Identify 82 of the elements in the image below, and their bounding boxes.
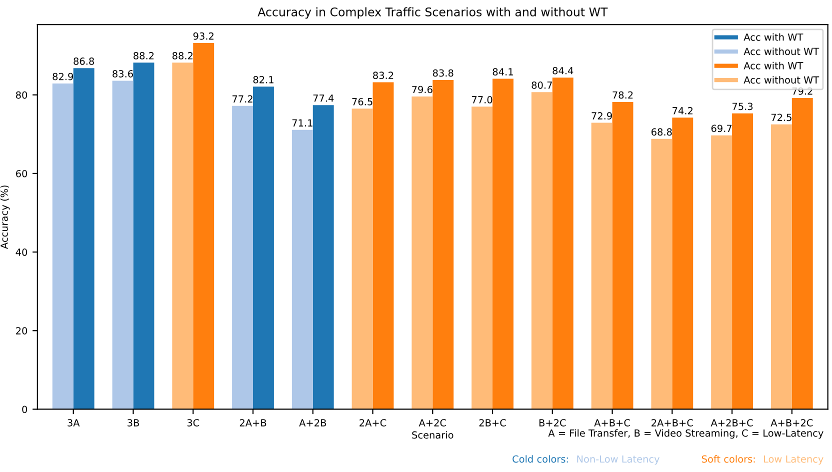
text: Soft colors:: [702, 455, 755, 463]
x-tick-label: 2A+C: [360, 419, 386, 426]
legend-label: Acc without WT: [744, 76, 820, 84]
x-axis-title: Scenario: [412, 431, 454, 439]
data-label: 77.2: [232, 95, 252, 102]
y-tick-label: 20: [16, 327, 28, 334]
bar: [612, 102, 634, 410]
data-label: 84.4: [552, 66, 574, 74]
x-tick-label: A+2B: [299, 419, 326, 426]
bar: [52, 83, 74, 410]
bar: [193, 43, 214, 410]
data-label: 75.3: [732, 102, 753, 110]
x-tick-label: 3A: [68, 419, 80, 426]
x-tick-label: A+B+C: [594, 419, 630, 426]
data-label: 84.1: [492, 68, 513, 76]
text: Non-Low Latency: [577, 455, 660, 465]
bar: [711, 135, 732, 410]
x-tick-label: 2B+C: [479, 419, 506, 426]
bar: [412, 96, 433, 410]
bar: [352, 108, 373, 410]
legend-label: Acc without WT: [744, 48, 820, 56]
bar: [232, 106, 254, 410]
bar: [591, 122, 612, 410]
data-label: 80.7: [532, 82, 552, 89]
data-label: 82.9: [52, 72, 74, 80]
bar: [73, 68, 94, 410]
x-tick-label: 3B: [128, 419, 139, 426]
data-label: 77.4: [313, 94, 334, 102]
data-label: 77.0: [472, 96, 492, 104]
bar: [172, 62, 194, 410]
data-label: 79.6: [412, 86, 432, 94]
data-label: 88.2: [134, 52, 154, 60]
x-tick-label: A+2C: [418, 419, 446, 426]
chart-title: Accuracy in Complex Traffic Scenarios with and without WT: [258, 7, 608, 19]
text: Cold colors:: [512, 455, 568, 463]
x-tick-label: A+2B+C: [710, 419, 753, 426]
bar: [133, 62, 154, 410]
data-label: 69.7: [711, 124, 732, 132]
bar: [472, 106, 493, 410]
data-label: 76.5: [352, 98, 372, 106]
bar: [292, 130, 313, 410]
legend-label: Acc with WT: [744, 62, 804, 70]
data-label: 71.1: [292, 119, 312, 126]
bar: [312, 105, 334, 410]
data-label: 88.2: [172, 52, 192, 60]
y-tick-label: 40: [16, 248, 28, 256]
text: Low Latency: [764, 455, 824, 465]
data-label: 83.8: [432, 69, 454, 77]
y-tick-label: 60: [16, 170, 28, 178]
data-label: 78.2: [612, 91, 633, 99]
data-label: 74.2: [672, 107, 692, 114]
data-label: 86.8: [74, 58, 94, 65]
bar: [792, 98, 813, 410]
bar: [372, 82, 394, 410]
x-tick-label: 2A+B+C: [652, 419, 693, 426]
data-label: 83.2: [373, 72, 394, 80]
bar: [432, 80, 454, 410]
data-label: 72.5: [771, 114, 792, 122]
data-label: 82.1: [253, 76, 274, 84]
data-label: 93.2: [193, 32, 214, 40]
bar: [552, 78, 574, 410]
x-tick-label: B+2C: [539, 419, 566, 426]
data-label: 72.9: [592, 112, 612, 120]
x-tick-label: A+B+2C: [770, 419, 813, 426]
legend-label: Acc with WT: [744, 33, 804, 41]
bar: [531, 92, 552, 410]
bar: [253, 86, 274, 410]
y-tick-label: 0: [22, 406, 28, 414]
bar: [492, 78, 514, 410]
data-label: 68.8: [652, 128, 672, 136]
bar: [112, 80, 134, 410]
text: A = File Transfer, B = Video Streaming, C = Low-Latency: [548, 429, 824, 439]
y-tick-label: 80: [16, 91, 28, 99]
bar: [651, 138, 672, 410]
x-tick-label: 2A+B: [240, 419, 266, 426]
data-label: 83.6: [112, 70, 133, 78]
bar: [672, 118, 694, 410]
bar: [770, 124, 792, 410]
y-axis-title: Accuracy (%): [0, 186, 10, 249]
x-tick-label: 3C: [187, 419, 200, 426]
bar: [732, 113, 753, 410]
data-label: 79.2: [792, 87, 812, 95]
